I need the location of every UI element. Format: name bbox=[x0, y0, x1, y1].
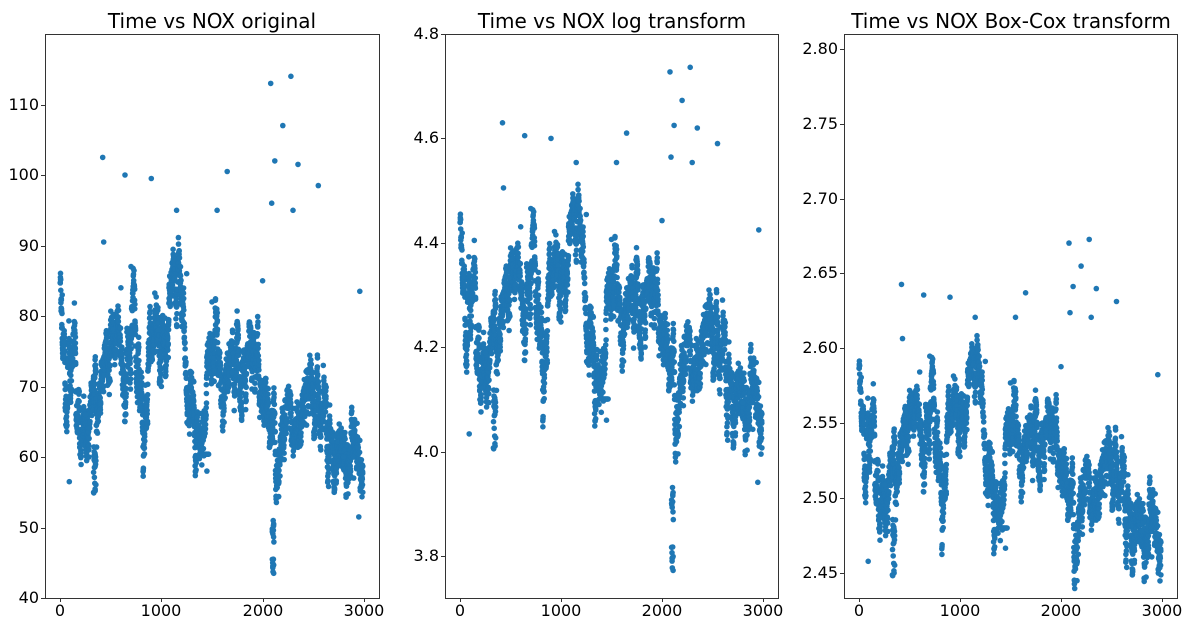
x-tick-label: 0 bbox=[853, 601, 865, 620]
y-tick-label: 80 bbox=[18, 306, 39, 325]
chart-panel-boxcox: Time vs NOX Box-Cox transform 2.45 2.50 2.… bbox=[800, 0, 1200, 632]
y-tick-mark bbox=[41, 175, 45, 176]
y-tick-label: 40 bbox=[18, 588, 39, 607]
x-tick-label: 1000 bbox=[540, 601, 582, 620]
x-tick-mark bbox=[60, 598, 61, 602]
y-tick-label: 4.0 bbox=[413, 442, 439, 461]
y-tick-mark bbox=[441, 138, 445, 139]
y-tick-mark bbox=[441, 243, 445, 244]
y-tick-mark bbox=[41, 457, 45, 458]
x-tick-mark bbox=[960, 598, 961, 602]
y-tick-label: 4.8 bbox=[413, 24, 439, 43]
y-tick-label: 100 bbox=[8, 165, 39, 184]
scatter-points bbox=[457, 64, 765, 574]
y-tick-label: 90 bbox=[18, 236, 39, 255]
y-tick-mark bbox=[441, 452, 445, 453]
x-tick-label: 2000 bbox=[242, 601, 284, 620]
x-tick-mark bbox=[662, 598, 663, 602]
y-tick-mark bbox=[441, 34, 445, 35]
y-tick-mark bbox=[41, 246, 45, 247]
plot-area bbox=[45, 34, 380, 599]
y-tick-label: 4.6 bbox=[413, 128, 439, 147]
y-tick-mark bbox=[441, 556, 445, 557]
y-tick-mark bbox=[41, 528, 45, 529]
y-tick-label: 2.60 bbox=[802, 338, 838, 357]
x-tick-label: 3000 bbox=[343, 601, 385, 620]
y-tick-mark bbox=[41, 316, 45, 317]
x-tick-mark bbox=[364, 598, 365, 602]
y-tick-mark bbox=[41, 105, 45, 106]
x-tick-mark bbox=[763, 598, 764, 602]
y-tick-label: 2.45 bbox=[802, 563, 838, 582]
y-tick-label: 110 bbox=[8, 95, 39, 114]
y-tick-mark bbox=[840, 124, 844, 125]
x-tick-label: 0 bbox=[454, 601, 466, 620]
y-tick-mark bbox=[840, 573, 844, 574]
chart-title: Time vs NOX Box-Cox transform bbox=[851, 9, 1171, 33]
x-tick-mark bbox=[561, 598, 562, 602]
x-tick-label: 1000 bbox=[939, 601, 981, 620]
y-tick-mark bbox=[840, 199, 844, 200]
y-tick-mark bbox=[840, 498, 844, 499]
x-tick-label: 3000 bbox=[742, 601, 784, 620]
x-tick-label: 2000 bbox=[1040, 601, 1082, 620]
y-tick-label: 2.55 bbox=[802, 413, 838, 432]
x-tick-label: 2000 bbox=[641, 601, 683, 620]
x-tick-mark bbox=[1061, 598, 1062, 602]
x-tick-mark bbox=[859, 598, 860, 602]
x-tick-label: 0 bbox=[54, 601, 66, 620]
y-tick-label: 70 bbox=[18, 377, 39, 396]
chart-title: Time vs NOX log transform bbox=[477, 9, 747, 33]
y-tick-mark bbox=[840, 423, 844, 424]
y-tick-label: 2.80 bbox=[802, 39, 838, 58]
y-tick-label: 2.65 bbox=[802, 263, 838, 282]
scatter-points bbox=[57, 73, 366, 577]
y-tick-mark bbox=[41, 387, 45, 388]
scatter-points bbox=[856, 236, 1164, 592]
chart-title: Time vs NOX original bbox=[107, 9, 317, 33]
x-tick-mark bbox=[460, 598, 461, 602]
y-tick-mark bbox=[840, 49, 844, 50]
chart-panel-original: Time vs NOX original 40 50 60 70 80 90 100 110 0… bbox=[0, 0, 400, 632]
y-tick-mark bbox=[840, 348, 844, 349]
chart-panel-log: Time vs NOX log transform 3.8 4.0 4.2 4.4 4.… bbox=[400, 0, 800, 632]
y-tick-label: 50 bbox=[18, 518, 39, 537]
y-tick-label: 2.50 bbox=[802, 488, 838, 507]
y-tick-label: 4.4 bbox=[413, 233, 439, 252]
y-tick-label: 2.75 bbox=[802, 114, 838, 133]
x-tick-label: 1000 bbox=[140, 601, 182, 620]
y-tick-mark bbox=[441, 347, 445, 348]
x-tick-mark bbox=[263, 598, 264, 602]
x-tick-mark bbox=[1162, 598, 1163, 602]
y-tick-label: 60 bbox=[18, 447, 39, 466]
y-tick-mark bbox=[41, 598, 45, 599]
x-tick-mark bbox=[161, 598, 162, 602]
y-tick-label: 3.8 bbox=[413, 546, 439, 565]
y-tick-label: 2.70 bbox=[802, 189, 838, 208]
y-tick-label: 4.2 bbox=[413, 337, 439, 356]
y-tick-mark bbox=[840, 273, 844, 274]
x-tick-label: 3000 bbox=[1141, 601, 1183, 620]
